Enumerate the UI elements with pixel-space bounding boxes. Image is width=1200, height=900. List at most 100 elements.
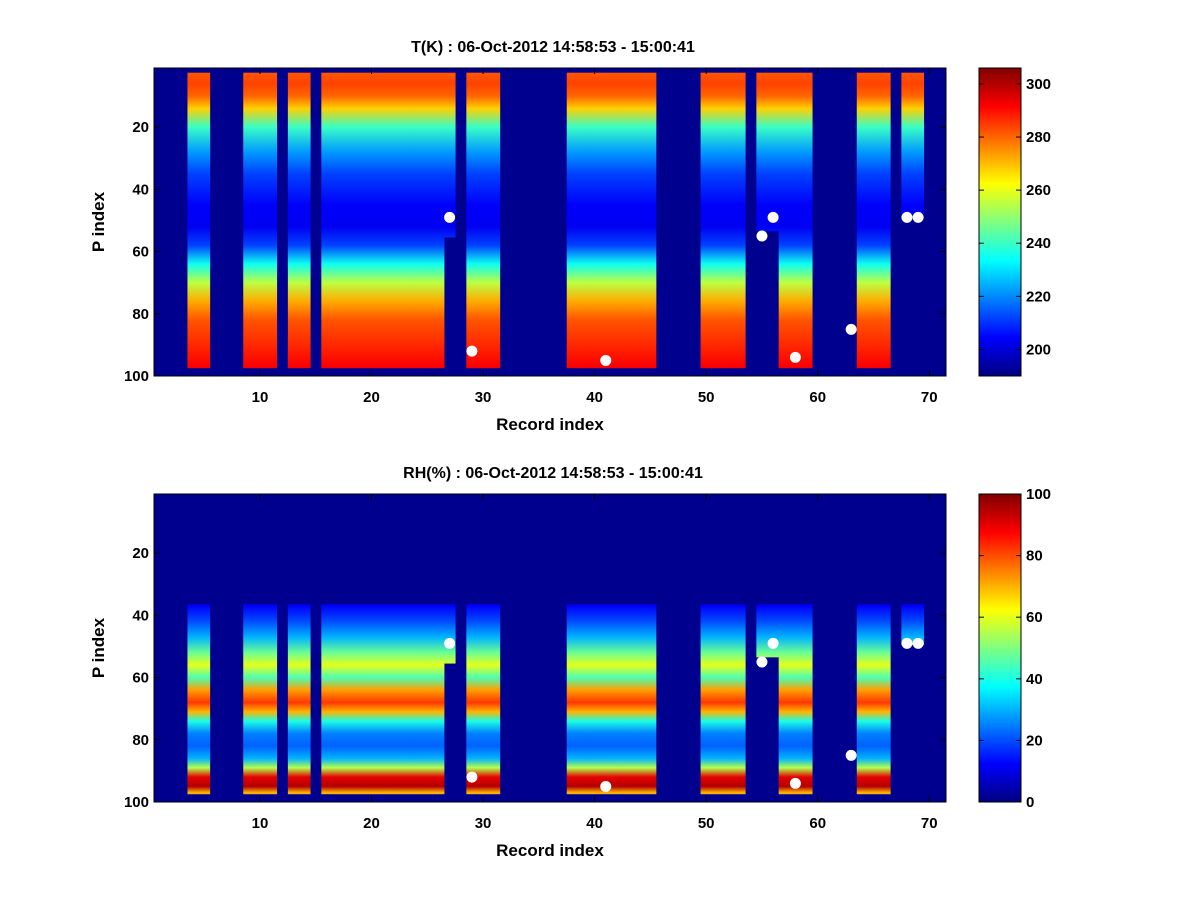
colorbar-tick-label: 100 [1026,486,1051,503]
record-column [444,604,456,664]
record-column [577,604,590,795]
record-column [856,72,869,369]
marker-point [901,211,913,223]
record-column [187,604,200,795]
y-tick-label: 80 [132,732,149,749]
record-column [388,72,400,369]
record-column [722,604,735,795]
record-column [901,72,913,219]
record-column [466,72,478,369]
x-tick-label: 10 [252,815,269,832]
record-column [912,72,925,219]
marker-point [845,749,857,761]
record-column [332,604,345,795]
record-column [354,604,367,795]
marker-point [767,211,779,223]
record-column [265,604,278,795]
plot-frame [153,67,947,377]
marker-point [912,637,924,649]
marker-point [466,345,478,357]
record-column [577,72,590,369]
colorbar-tick-label: 80 [1026,548,1043,565]
record-column [321,604,333,795]
temperature-chart: T(K) : 06-Oct-2012 14:58:53 - 15:00:41 R… [89,39,1051,434]
humidity-colorbar: 0 20 40 60 80 100 [978,486,1051,811]
record-column [734,604,746,795]
marker-point [789,777,801,789]
colorbar-tick-label: 60 [1026,609,1043,626]
x-tick-label: 40 [586,389,603,406]
x-tick-label: 60 [809,815,826,832]
record-column [767,604,780,658]
record-column [265,72,278,369]
record-column [343,72,356,369]
colorbar-tick-label: 260 [1026,182,1051,199]
y-tick-label: 20 [132,545,149,562]
record-column [722,72,735,369]
y-tick-label: 80 [132,306,149,323]
record-column [365,72,378,369]
record-column [488,604,501,795]
record-column [611,72,623,369]
heatmap-background [154,68,946,376]
record-column [444,72,456,238]
record-column [410,604,423,795]
record-column [421,604,434,795]
record-column [399,72,411,369]
colorbar-frame [978,493,1022,803]
colorbar-gradient [979,494,1021,802]
record-column [254,72,266,369]
record-column [611,604,623,795]
record-column [600,72,612,369]
y-tick-label: 60 [132,670,149,687]
x-tick-label: 50 [698,815,715,832]
record-column [901,604,913,645]
record-column [867,72,880,369]
record-column [198,604,211,795]
colorbar-tick-label: 220 [1026,288,1051,305]
record-column [377,604,389,795]
record-column [321,72,333,369]
colorbar-tick-label: 200 [1026,341,1051,358]
record-column [421,72,434,369]
record-column [644,72,657,369]
record-column [767,72,780,232]
colorbar-tick-label: 300 [1026,76,1051,93]
x-tick-label: 70 [921,815,938,832]
record-column [789,72,802,369]
colorbar-gradient [979,68,1021,376]
temperature-chart-title: T(K) : 06-Oct-2012 14:58:53 - 15:00:41 [411,39,695,56]
x-tick-label: 30 [475,389,492,406]
record-column [789,604,802,795]
record-column [566,72,579,369]
record-column [756,72,768,232]
x-tick-label: 30 [475,815,492,832]
record-column [700,72,713,369]
record-column [879,72,891,369]
y-tick-label: 20 [132,119,149,136]
record-column [365,604,378,795]
colorbar-tick-label: 20 [1026,732,1043,749]
colorbar-tick-label: 280 [1026,129,1051,146]
record-column [432,604,445,795]
record-column [432,72,445,369]
humidity-chart: RH(%) : 06-Oct-2012 14:58:53 - 15:00:41 … [89,465,1051,860]
record-column [477,604,490,795]
humidity-y-axis-label: P index [89,617,108,678]
marker-point [845,323,857,335]
humidity-x-ticks: 10 20 30 40 50 60 70 [252,494,938,832]
record-column [633,72,646,369]
colorbar-tick-label: 0 [1026,794,1034,811]
colorbar-tick-label: 240 [1026,235,1051,252]
record-column [800,72,813,369]
x-tick-label: 20 [363,815,380,832]
record-column [410,72,423,369]
humidity-chart-title: RH(%) : 06-Oct-2012 14:58:53 - 15:00:41 [403,465,703,482]
record-column [388,604,400,795]
temperature-y-axis-label: P index [89,191,108,252]
record-column [778,604,791,795]
record-column [622,604,635,795]
record-column [354,72,367,369]
record-column [600,604,612,795]
record-column [800,604,813,795]
